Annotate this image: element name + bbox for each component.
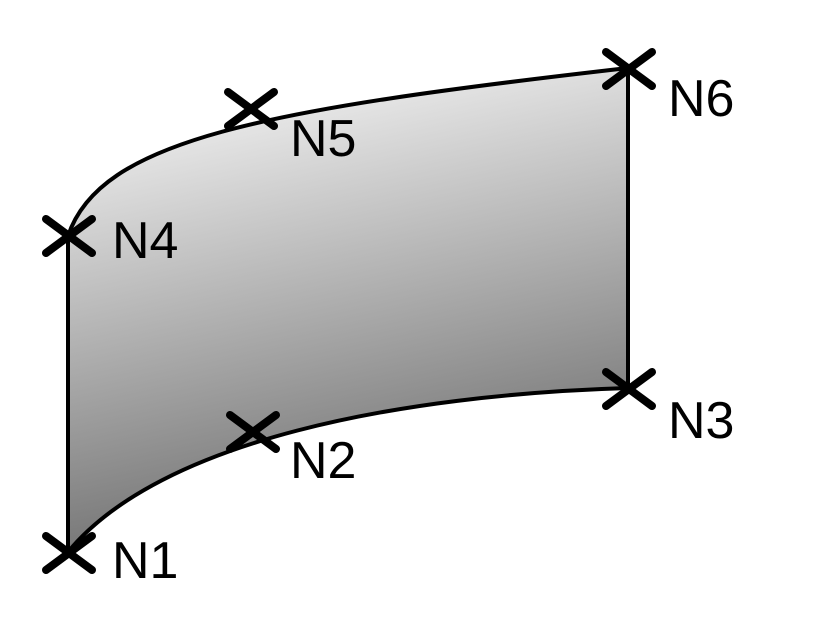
edge-n4-n5-n6 [66,66,629,237]
node-label-n5: N5 [290,110,356,168]
node-marker-n2 [226,411,280,453]
node-marker-n6 [602,48,656,90]
node-label-n6: N6 [668,70,734,128]
node-label-n4: N4 [112,212,178,270]
node-label-n2: N2 [290,432,356,490]
node-marker-n3 [602,368,656,410]
node-marker-n5 [224,88,278,130]
node-marker-n4 [42,215,96,257]
edge-n1-n2-n3 [66,386,629,554]
node-marker-n1 [42,532,96,574]
node-label-n3: N3 [668,392,734,450]
surface-patch [68,68,628,552]
node-label-n1: N1 [112,532,178,590]
